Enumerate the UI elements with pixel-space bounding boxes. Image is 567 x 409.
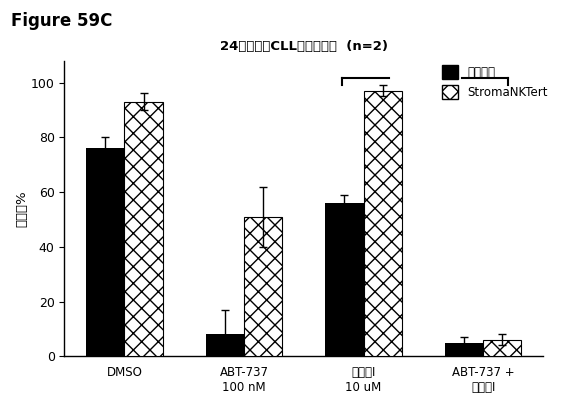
Bar [325,203,363,356]
Bar [86,148,124,356]
Bar [124,102,163,356]
Bar [206,335,244,356]
Title: 24時間でのCLL細胞生存度  (n=2): 24時間でのCLL細胞生存度 (n=2) [220,40,388,52]
Bar [483,340,522,356]
Legend: 間質なし, StromaNKTert: 間質なし, StromaNKTert [437,61,553,103]
Bar [363,91,402,356]
Bar [244,217,282,356]
Text: Figure 59C: Figure 59C [11,12,113,30]
Bar [445,343,483,356]
Y-axis label: 生存度%: 生存度% [15,190,28,227]
